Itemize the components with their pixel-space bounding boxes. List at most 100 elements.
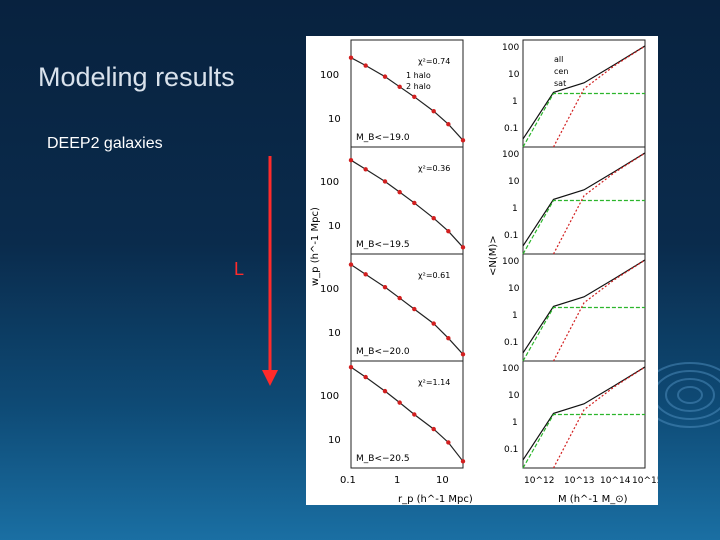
svg-text:1: 1 <box>512 418 518 428</box>
wp-point-3-1 <box>363 374 368 380</box>
svg-text:100: 100 <box>320 284 339 295</box>
svg-text:0.1: 0.1 <box>504 445 518 455</box>
right-xtick-1: 10^13 <box>564 476 594 486</box>
svg-text:100: 100 <box>502 364 519 374</box>
svg-text:1: 1 <box>512 311 518 321</box>
right-xtick-0: 10^12 <box>524 476 554 486</box>
svg-text:0.1: 0.1 <box>504 124 518 134</box>
mag-label-2: M_B<−20.0 <box>356 347 410 357</box>
luminosity-label: L <box>234 259 245 279</box>
wp-point-1-6 <box>446 229 451 234</box>
svg-text:10: 10 <box>328 328 341 339</box>
svg-text:100: 100 <box>320 391 339 402</box>
chi2-label-2: χ²=0.61 <box>418 271 450 280</box>
legend-cen: cen <box>554 67 568 76</box>
svg-text:0.1: 0.1 <box>504 338 518 348</box>
svg-text:100: 100 <box>502 257 519 267</box>
svg-text:10: 10 <box>328 114 341 125</box>
legend-all: all <box>554 55 563 64</box>
wp-point-0-7 <box>460 138 466 143</box>
hod-sat-0 <box>552 45 646 148</box>
wp-point-3-3 <box>397 400 402 405</box>
hod-cen-2 <box>522 306 645 362</box>
svg-text:10: 10 <box>508 284 520 294</box>
wp-curve-0 <box>350 57 464 141</box>
wp-point-2-1 <box>363 272 368 277</box>
chi2-label-0: χ²=0.74 <box>418 57 450 66</box>
svg-text:100: 100 <box>502 43 519 53</box>
svg-text:10: 10 <box>508 177 520 187</box>
down-arrow-icon <box>262 156 278 386</box>
wp-curve-1 <box>350 159 464 248</box>
right-xtick-2: 10^14 <box>600 476 631 486</box>
hod-cen-0 <box>522 92 645 148</box>
wp-point-1-1 <box>363 167 368 172</box>
figure: w_p (h^-1 Mpc) r_p (h^-1 Mpc) <N(M)> M (… <box>306 36 662 505</box>
svg-text:1: 1 <box>512 204 518 214</box>
wp-point-2-2 <box>382 284 388 290</box>
wp-point-1-3 <box>397 189 402 195</box>
hod-all-2 <box>522 259 646 354</box>
svg-text:10: 10 <box>508 391 520 401</box>
wp-point-0-1 <box>363 63 368 68</box>
wp-point-2-7 <box>460 352 466 357</box>
svg-text:100: 100 <box>502 150 519 160</box>
wp-point-2-3 <box>397 295 402 301</box>
left-panel-1: 100 10 χ²=0.36 M_B<−19.5 <box>320 146 464 255</box>
wp-curve-2 <box>350 264 464 355</box>
hod-sat-2 <box>552 259 646 362</box>
left-panel-3: 100 10 χ²=1.14 M_B<−20.5 <box>320 360 464 469</box>
left-panel-2: 100 10 χ²=0.61 M_B<−20.0 <box>320 253 464 362</box>
wp-point-1-5 <box>431 216 436 221</box>
hod-all-1 <box>522 152 646 247</box>
wp-point-3-6 <box>446 440 451 445</box>
wp-point-1-7 <box>460 245 466 250</box>
left-xtick-1: 1 <box>394 475 400 486</box>
hod-sat-3 <box>552 366 646 469</box>
hod-cen-1 <box>522 199 645 255</box>
legend-2halo: 2 halo <box>406 82 431 91</box>
wp-point-0-2 <box>382 74 388 79</box>
svg-text:100: 100 <box>320 177 339 188</box>
svg-text:1: 1 <box>512 97 518 107</box>
wp-point-0-6 <box>446 122 451 127</box>
wp-point-0-3 <box>397 84 402 90</box>
chi2-label-3: χ²=1.14 <box>418 378 450 387</box>
left-xtick-0: 0.1 <box>340 475 356 486</box>
wp-point-2-6 <box>446 336 451 341</box>
mag-label-3: M_B<−20.5 <box>356 454 410 464</box>
wp-point-0-4 <box>412 94 417 100</box>
wp-point-1-4 <box>412 200 417 206</box>
left-xlabel: r_p (h^-1 Mpc) <box>398 494 473 505</box>
right-ylabel: <N(M)> <box>488 235 499 276</box>
hod-all-3 <box>522 366 646 461</box>
right-xtick-3: 10^15 <box>632 476 658 486</box>
legend-sat: sat <box>554 79 566 88</box>
svg-text:10: 10 <box>508 70 520 80</box>
wp-point-0-5 <box>431 109 436 114</box>
wp-point-1-0 <box>348 157 354 163</box>
hod-all-0 <box>522 45 646 140</box>
slide-subtitle: DEEP2 galaxies <box>47 135 163 152</box>
wp-point-3-4 <box>412 412 417 417</box>
mag-label-0: M_B<−19.0 <box>356 133 410 143</box>
left-panel-0: 100 10 χ²=0.74 1 halo 2 halo M_B<−19.0 <box>320 39 464 148</box>
wp-point-1-2 <box>382 179 388 184</box>
legend-1halo: 1 halo <box>406 71 431 80</box>
wp-curve-3 <box>350 366 464 462</box>
svg-text:10: 10 <box>328 435 341 446</box>
svg-text:100: 100 <box>320 70 339 81</box>
figure-svg: w_p (h^-1 Mpc) r_p (h^-1 Mpc) <N(M)> M (… <box>310 39 662 505</box>
wp-point-2-4 <box>412 306 417 312</box>
svg-text:0.1: 0.1 <box>504 231 518 241</box>
wp-point-0-0 <box>348 55 354 60</box>
wp-point-3-5 <box>431 426 436 432</box>
wp-point-3-7 <box>460 459 466 464</box>
mag-label-1: M_B<−19.5 <box>356 240 410 250</box>
right-xlabel: M (h^-1 M_⊙) <box>558 494 628 505</box>
left-xtick-2: 10 <box>436 475 449 486</box>
slide-title: Modeling results <box>38 62 235 92</box>
wp-point-3-0 <box>348 364 354 370</box>
chi2-label-1: χ²=0.36 <box>418 164 450 173</box>
hod-cen-3 <box>522 413 645 469</box>
